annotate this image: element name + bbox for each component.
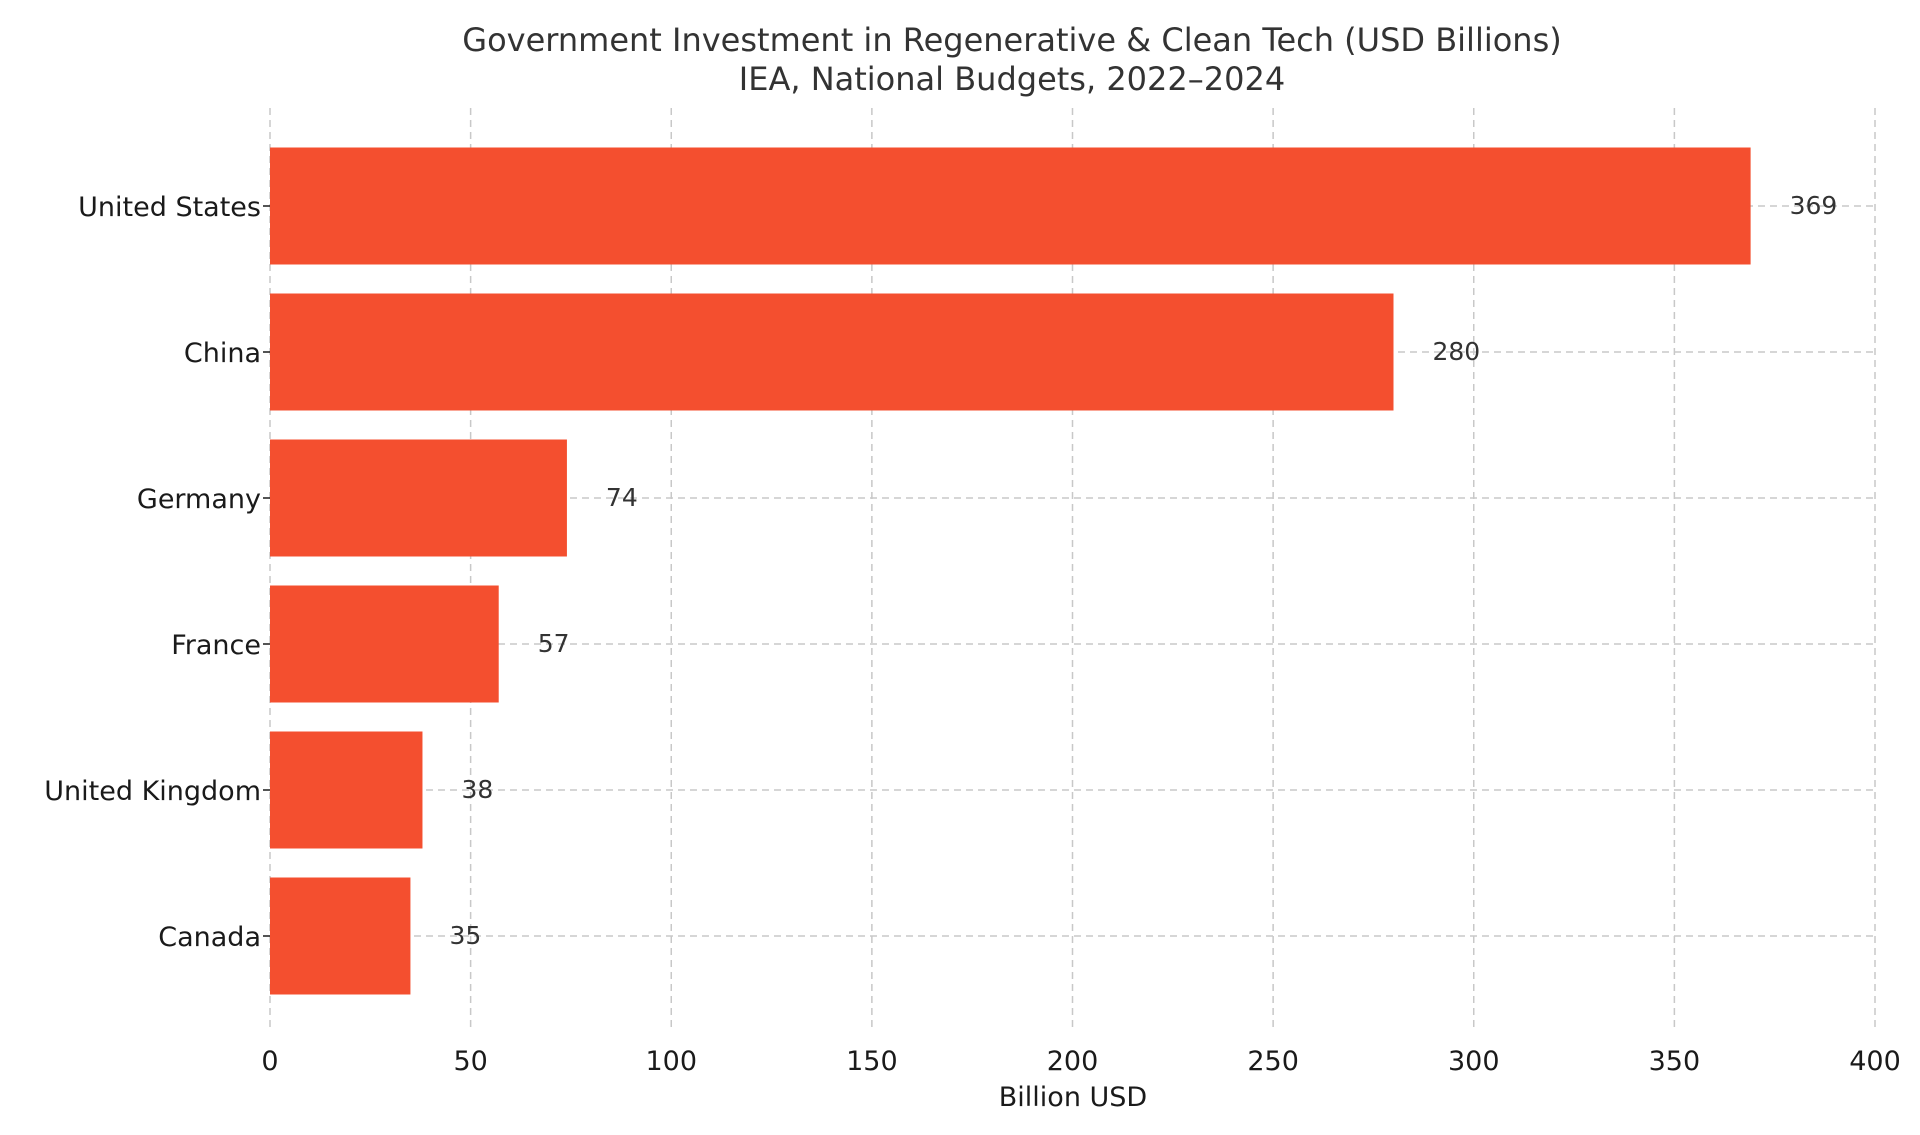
chart-title: Government Investment in Regenerative & …	[462, 21, 1561, 59]
x-tick-label: 100	[645, 1046, 697, 1077]
y-tick-label: United Kingdom	[44, 776, 261, 807]
bar-value-label: 35	[449, 921, 481, 950]
x-tick-label: 0	[261, 1046, 278, 1077]
chart-subtitle: IEA, National Budgets, 2022–2024	[739, 60, 1285, 98]
bar	[270, 147, 1751, 265]
x-tick-label: 250	[1247, 1046, 1299, 1077]
y-tick-label: China	[184, 338, 261, 369]
bar	[270, 293, 1394, 411]
ticks-layer: 0 50 100 150 200 250 300 350 400 United States Chi…	[44, 192, 1900, 1077]
bar-value-label: 369	[1790, 191, 1838, 220]
x-tick-label: 50	[453, 1046, 487, 1077]
bar-value-label: 74	[606, 483, 638, 512]
bar	[270, 877, 411, 995]
labels-layer: 369 280 74 57 38 35	[449, 191, 1837, 950]
x-tick-label: 150	[846, 1046, 898, 1077]
bar-value-label: 280	[1433, 337, 1481, 366]
x-tick-label: 400	[1849, 1046, 1901, 1077]
bar	[270, 731, 423, 849]
x-axis-label: Billion USD	[999, 1082, 1147, 1113]
y-tick-label: Germany	[137, 484, 261, 515]
x-tick-label: 200	[1047, 1046, 1099, 1077]
bar	[270, 585, 499, 703]
y-tick-label: United States	[78, 192, 261, 223]
bar	[270, 439, 567, 557]
x-tick-label: 300	[1448, 1046, 1500, 1077]
bar-value-label: 57	[538, 629, 570, 658]
y-tick-label: Canada	[158, 922, 261, 953]
bars-layer	[270, 147, 1751, 995]
bar-value-label: 38	[461, 775, 493, 804]
x-tick-label: 350	[1649, 1046, 1701, 1077]
y-tick-label: France	[171, 630, 261, 661]
